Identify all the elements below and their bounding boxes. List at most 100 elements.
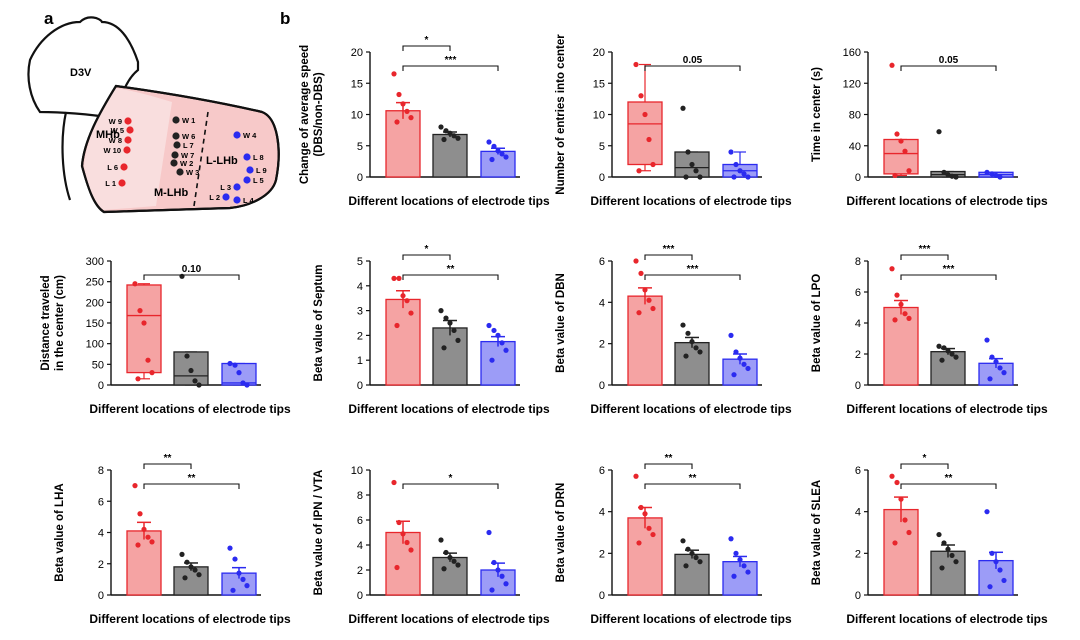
electrode-site-label: L 2 <box>209 193 220 202</box>
data-point <box>953 354 959 360</box>
data-point <box>683 174 689 180</box>
electrode-site-dot <box>233 196 241 204</box>
data-point <box>892 317 898 323</box>
y-tick-label: 0 <box>357 380 363 392</box>
ventricle-label: D3V <box>70 67 92 79</box>
data-point <box>902 311 908 317</box>
significance-bracket <box>143 463 192 469</box>
significance-bracket <box>900 65 997 71</box>
y-axis-label: (DBS/non-DBS) <box>313 72 325 156</box>
data-point <box>728 332 734 338</box>
y-tick-label: 300 <box>86 256 104 268</box>
data-point <box>137 308 143 314</box>
data-point <box>680 538 686 544</box>
x-axis-label: Different locations of electrode tips <box>348 194 550 208</box>
y-tick-label: 5 <box>599 141 605 153</box>
y-axis-label: Beta value of IPN / VTA <box>313 470 325 596</box>
y-tick-label: 200 <box>86 297 104 309</box>
chart-drn: 0 2 4 6 Beta value of DRN Different locations… <box>555 453 792 626</box>
data-point <box>697 349 703 355</box>
y-tick-label: 160 <box>843 47 861 59</box>
data-point <box>495 332 501 338</box>
data-point <box>455 562 461 568</box>
data-point <box>745 569 751 575</box>
bar-middle <box>674 553 710 596</box>
data-point <box>898 138 904 144</box>
significance-bracket <box>143 274 240 280</box>
y-axis-label: Number of entries into center <box>555 34 567 195</box>
outer-contour <box>61 111 72 201</box>
significance-bracket <box>402 254 451 260</box>
data-point <box>733 550 739 556</box>
chart-time_center: 0 40 80 120 160 Time in center (s) Different l… <box>811 47 1048 208</box>
data-point <box>997 365 1003 371</box>
significance-bracket <box>143 483 240 489</box>
data-point <box>404 108 410 114</box>
significance-label: 0.05 <box>939 55 959 66</box>
electrode-site-dot <box>233 183 241 191</box>
x-axis-label: Different locations of electrode tips <box>846 612 1048 626</box>
bar-middle <box>432 556 468 596</box>
data-point <box>503 581 509 587</box>
data-point <box>697 559 703 565</box>
bar-mhb <box>385 298 421 386</box>
electrode-site-label: L 9 <box>256 166 267 175</box>
y-axis-label: Distance traveled <box>40 275 52 370</box>
region-boundary <box>193 111 209 207</box>
data-point <box>693 554 699 561</box>
electrode-site-label: L 8 <box>253 153 264 162</box>
data-point <box>984 169 990 175</box>
significance-bracket <box>644 274 741 280</box>
data-point <box>939 565 945 571</box>
data-point <box>642 287 648 293</box>
data-point <box>731 573 737 579</box>
data-point <box>889 62 895 68</box>
data-point <box>693 168 699 174</box>
significance-bracket <box>900 483 997 489</box>
y-tick-label: 6 <box>855 287 861 299</box>
data-point <box>949 173 955 179</box>
electrode-site-label: L 7 <box>183 141 194 150</box>
electrode-site-label: L 3 <box>220 183 231 192</box>
data-point <box>906 315 912 321</box>
box-mhb <box>126 284 162 374</box>
y-tick-label: 40 <box>849 141 861 153</box>
region-label-mlhb: M-LHb <box>154 187 188 199</box>
data-point <box>898 496 904 502</box>
x-axis-label: Different locations of electrode tips <box>846 194 1048 208</box>
data-point <box>1001 370 1007 376</box>
y-tick-label: 10 <box>593 110 605 122</box>
y-tick-label: 2 <box>599 548 605 560</box>
bar-mhb <box>385 110 421 178</box>
electrode-site-label: L 5 <box>253 176 264 185</box>
data-point <box>889 266 895 272</box>
data-point <box>906 529 912 536</box>
data-point <box>689 339 695 345</box>
bar-middle <box>173 566 209 596</box>
bar-mhb <box>126 530 162 596</box>
electrode-site-dot <box>123 146 131 154</box>
data-point <box>396 519 402 526</box>
data-point <box>438 537 444 543</box>
data-point <box>232 362 238 368</box>
data-point <box>945 546 951 552</box>
data-point <box>936 129 942 135</box>
data-point <box>400 293 406 299</box>
significance-bracket <box>644 463 693 469</box>
y-tick-label: 2 <box>98 559 104 571</box>
data-point <box>230 587 236 593</box>
significance-label: * <box>449 473 453 484</box>
y-tick-label: 3 <box>357 306 363 318</box>
electrode-site-label: W 7 <box>181 151 194 160</box>
data-point <box>680 322 686 328</box>
electrode-site-dot <box>172 132 180 140</box>
data-point <box>638 270 644 276</box>
data-point <box>892 540 898 546</box>
data-point <box>396 275 402 281</box>
data-point <box>902 148 908 154</box>
data-point <box>451 133 457 139</box>
data-point <box>391 479 397 486</box>
data-point <box>731 372 737 378</box>
y-tick-label: 6 <box>98 496 104 508</box>
electrode-site-dot <box>172 116 180 124</box>
